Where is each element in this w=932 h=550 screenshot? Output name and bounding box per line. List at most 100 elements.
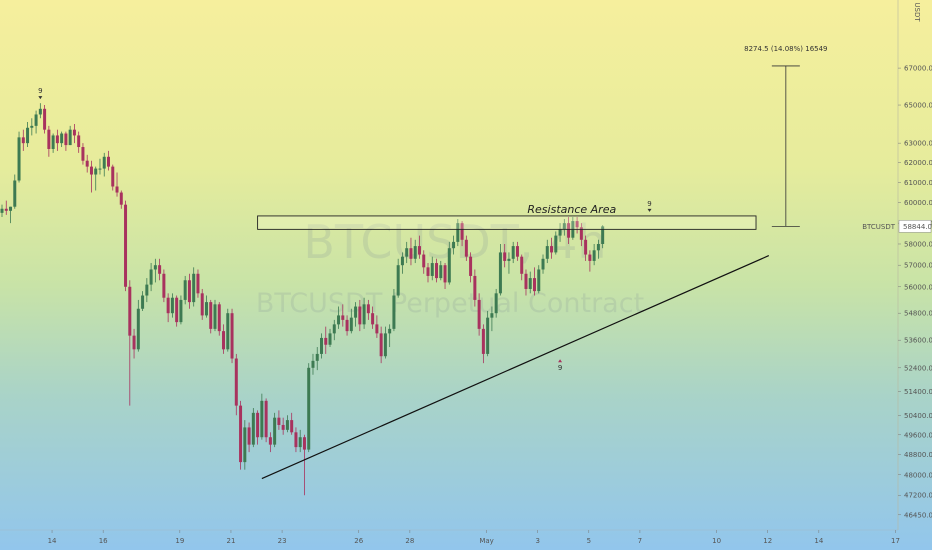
candle-down — [119, 192, 123, 205]
candle-up — [320, 337, 323, 354]
candle-up — [537, 269, 541, 292]
candle-up — [486, 317, 490, 354]
candle-down — [422, 254, 426, 268]
x-tick-label: May — [479, 537, 493, 545]
candle-down — [55, 135, 59, 144]
candle-up — [9, 206, 13, 211]
candle-up — [396, 265, 400, 296]
candle-down — [567, 223, 571, 238]
candle-up — [456, 223, 460, 242]
candle-up — [141, 295, 145, 309]
candle-down — [281, 424, 285, 430]
symbol-price-label: BTCUSDT — [862, 223, 896, 231]
y-tick-label: 50400.0 — [904, 412, 932, 420]
candle-up — [490, 313, 494, 318]
x-tick-label: 16 — [99, 537, 108, 545]
candle-up — [354, 306, 358, 318]
candle-up — [405, 248, 409, 257]
candle-up — [413, 246, 417, 259]
candle-up — [592, 250, 596, 261]
candle-up — [511, 246, 515, 259]
candle-down — [115, 186, 119, 193]
candle-up — [251, 412, 255, 445]
candle-up — [285, 420, 289, 430]
candle-down — [515, 246, 519, 257]
candle-up — [392, 295, 396, 329]
y-tick-label: 48000.0 — [904, 471, 932, 479]
candle-down — [579, 227, 583, 240]
candle-up — [383, 333, 387, 357]
sequence-count-label: 9 — [558, 364, 562, 372]
x-tick-label: 26 — [354, 537, 363, 545]
candle-down — [132, 335, 136, 350]
ascending-trend-line[interactable] — [261, 255, 770, 480]
candle-up — [328, 333, 332, 345]
candle-up — [298, 437, 302, 448]
up-arrow-icon — [558, 359, 563, 363]
candle-up — [149, 269, 153, 285]
candle-down — [520, 256, 524, 274]
candle-down — [341, 315, 345, 320]
candle-down — [435, 263, 439, 279]
candle-down — [217, 304, 221, 332]
candle-down — [469, 256, 473, 276]
candle-up — [145, 284, 149, 296]
candle-up — [17, 137, 21, 181]
candle-up — [170, 297, 174, 314]
x-tick-label: 28 — [405, 537, 414, 545]
candle-down — [264, 400, 268, 438]
candle-down — [230, 313, 234, 359]
current-price-value: 58844.0 — [903, 223, 932, 231]
candle-up — [34, 114, 38, 126]
candle-down — [187, 280, 191, 303]
current-price-badge — [898, 220, 932, 233]
candle-down — [533, 278, 536, 292]
candle-up — [153, 265, 157, 270]
candle-down — [222, 331, 226, 350]
candle-down — [43, 108, 47, 130]
candle-down — [575, 221, 579, 228]
candle-down — [473, 275, 477, 300]
candle-down — [302, 437, 306, 450]
candle-down — [371, 313, 375, 325]
candle-up — [388, 328, 392, 334]
candle-up — [192, 273, 196, 303]
candle-up — [60, 133, 64, 144]
candle-down — [124, 204, 128, 287]
candle-up — [68, 129, 72, 146]
candle-up — [430, 263, 434, 276]
candle-down — [128, 286, 132, 336]
watermark-subtitle: BTCUSDT Perpetual Contract — [256, 288, 644, 319]
y-tick-label: 57000.0 — [904, 262, 932, 270]
candle-up — [0, 208, 4, 213]
candle-up — [452, 241, 456, 249]
candle-down — [477, 299, 481, 329]
candle-down — [277, 417, 281, 425]
x-tick-label: 17 — [891, 537, 900, 545]
y-tick-label: 67000.0 — [904, 65, 932, 73]
y-tick-label: 63000.0 — [904, 140, 932, 148]
candle-down — [196, 273, 200, 294]
resistance-area-box[interactable] — [257, 215, 757, 230]
candle-down — [111, 166, 115, 187]
candle-down — [294, 432, 298, 448]
candle-up — [362, 304, 366, 325]
y-tick-label: 49600.0 — [904, 431, 932, 439]
candle-down — [409, 248, 413, 259]
candle-down — [256, 412, 260, 438]
y-tick-label: 62000.0 — [904, 159, 932, 167]
down-arrow-icon — [38, 96, 43, 100]
y-tick-label: 51400.0 — [904, 388, 932, 396]
candle-up — [337, 315, 341, 325]
candle-down — [247, 427, 251, 445]
down-arrow-icon — [647, 208, 652, 212]
y-tick-label: 54800.0 — [904, 310, 932, 318]
candle-up — [439, 265, 443, 279]
candle-up — [601, 226, 605, 244]
candle-up — [226, 313, 230, 350]
y-tick-label: 61000.0 — [904, 179, 932, 187]
candle-down — [64, 133, 68, 146]
candle-down — [345, 319, 349, 332]
